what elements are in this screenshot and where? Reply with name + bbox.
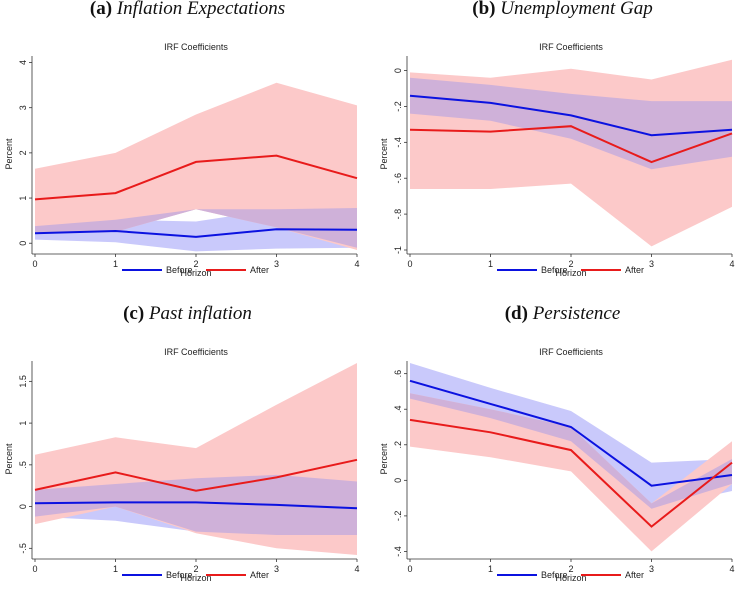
y-tick-label: 0 xyxy=(393,68,403,73)
x-axis-label: Horizon xyxy=(180,573,211,583)
legend-label-after: After xyxy=(625,570,644,580)
x-tick-label: 4 xyxy=(354,564,359,574)
x-axis-label: Horizon xyxy=(555,573,586,583)
panel-title: (b) Unemployment Gap xyxy=(375,0,750,20)
y-tick-label: -.6 xyxy=(393,173,403,184)
chart-svg: IRF Coefficients -.4 -.2 0 .2 .4 .6 0 1 2 3 4 Percen… xyxy=(379,347,735,583)
x-tick-label: 3 xyxy=(274,259,279,269)
y-tick-label: 4 xyxy=(18,60,28,65)
y-axis-label: Percent xyxy=(4,443,14,475)
panel-title: (c) Past inflation xyxy=(0,303,375,325)
legend-label-before: Before xyxy=(166,570,193,580)
y-tick-label: .2 xyxy=(393,441,403,449)
panel-title: (d) Persistence xyxy=(375,303,750,325)
x-axis-label: Horizon xyxy=(555,268,586,278)
x-tick-label: 1 xyxy=(113,259,118,269)
panel-label: (b) xyxy=(472,0,496,19)
chart-subtitle: IRF Coefficients xyxy=(539,347,603,357)
y-tick-label: .6 xyxy=(393,370,403,378)
y-tick-label: .4 xyxy=(393,405,403,413)
x-tick-label: 2 xyxy=(568,259,573,269)
y-tick-label: -.2 xyxy=(393,511,403,522)
panel-unemployment-gap: (b) Unemployment Gap IRF Coefficients 0 -.… xyxy=(375,0,750,305)
legend-label-before: Before xyxy=(541,570,568,580)
overlap-ci-band xyxy=(35,474,357,535)
x-tick-label: 3 xyxy=(274,564,279,574)
y-tick-label: -.4 xyxy=(393,546,403,557)
chart-svg: IRF Coefficients 0 1 2 3 4 0 1 2 3 4 Percent Horizon… xyxy=(4,42,360,278)
x-tick-label: 4 xyxy=(354,259,359,269)
overlap-ci-band xyxy=(410,77,732,170)
panel-label: (d) xyxy=(504,303,528,324)
legend-label-after: After xyxy=(250,570,269,580)
y-tick-label: -.2 xyxy=(393,101,403,112)
y-tick-label: -1 xyxy=(393,246,403,254)
chart-subtitle: IRF Coefficients xyxy=(164,347,228,357)
after-series-line xyxy=(409,418,733,528)
x-tick-label: 1 xyxy=(113,564,118,574)
x-tick-label: 0 xyxy=(32,564,37,574)
y-tick-label: 3 xyxy=(18,105,28,110)
panel-title: (a) Inflation Expectations xyxy=(0,0,375,20)
panel-persistence: (d) Persistence IRF Coefficients -.4 -.2 0.… xyxy=(375,303,750,610)
chart-subtitle: IRF Coefficients xyxy=(164,42,228,52)
panel-name: Persistence xyxy=(532,303,621,324)
x-axis-label: Horizon xyxy=(180,268,211,278)
y-tick-label: -.8 xyxy=(393,209,403,220)
panel-name: Unemployment Gap xyxy=(500,0,653,19)
panel-label: (c) xyxy=(123,303,145,324)
after-ci-band xyxy=(35,82,357,250)
after-series-line xyxy=(409,125,733,164)
x-tick-label: 0 xyxy=(407,564,412,574)
chart-subtitle: IRF Coefficients xyxy=(539,42,603,52)
y-axis-label: Percent xyxy=(379,138,389,170)
panel-name: Inflation Expectations xyxy=(116,0,286,19)
y-tick-label: 1 xyxy=(18,196,28,201)
x-tick-label: 1 xyxy=(488,564,493,574)
chart-svg: IRF Coefficients 0 -.2 -.4 -.6 -.8 -1 0 1 2 3 4 Perc… xyxy=(379,42,735,278)
x-tick-label: 2 xyxy=(193,564,198,574)
x-tick-label: 4 xyxy=(729,259,734,269)
x-tick-label: 3 xyxy=(649,564,654,574)
legend-label-after: After xyxy=(250,265,269,275)
y-tick-label: 1.5 xyxy=(18,375,28,388)
y-tick-label: -.4 xyxy=(393,137,403,148)
chart-svg: IRF Coefficients -.5 0 .5 1 1.5 0 1 2 3 4 Percent Ho… xyxy=(4,347,360,583)
legend-label-after: After xyxy=(625,265,644,275)
y-axis-label: Percent xyxy=(4,138,14,170)
x-tick-label: 3 xyxy=(649,259,654,269)
overlap-ci-band xyxy=(35,208,357,248)
x-tick-label: 0 xyxy=(407,259,412,269)
panel-past-inflation: (c) Past inflation IRF Coefficients -.5 0.… xyxy=(0,303,375,610)
panel-name: Past inflation xyxy=(148,303,252,324)
y-tick-label: 0 xyxy=(393,478,403,483)
y-tick-label: 0 xyxy=(18,504,28,509)
x-tick-label: 2 xyxy=(568,564,573,574)
panel-inflation-expectations: (a) Inflation Expectations IRF Coefficie… xyxy=(0,0,375,305)
legend-label-before: Before xyxy=(166,265,193,275)
x-tick-label: 4 xyxy=(729,564,734,574)
y-tick-label: 2 xyxy=(18,150,28,155)
x-tick-label: 0 xyxy=(32,259,37,269)
x-tick-label: 2 xyxy=(193,259,198,269)
y-tick-label: 0 xyxy=(18,241,28,246)
after-series-line xyxy=(34,458,358,492)
y-axis-label: Percent xyxy=(379,443,389,475)
y-tick-label: 1 xyxy=(18,421,28,426)
before-series-line xyxy=(409,94,733,137)
y-tick-label: -.5 xyxy=(18,543,28,554)
x-tick-label: 1 xyxy=(488,259,493,269)
legend-label-before: Before xyxy=(541,265,568,275)
y-tick-label: .5 xyxy=(18,461,28,469)
overlap-ci-band xyxy=(410,393,732,509)
panel-label: (a) xyxy=(89,0,113,19)
